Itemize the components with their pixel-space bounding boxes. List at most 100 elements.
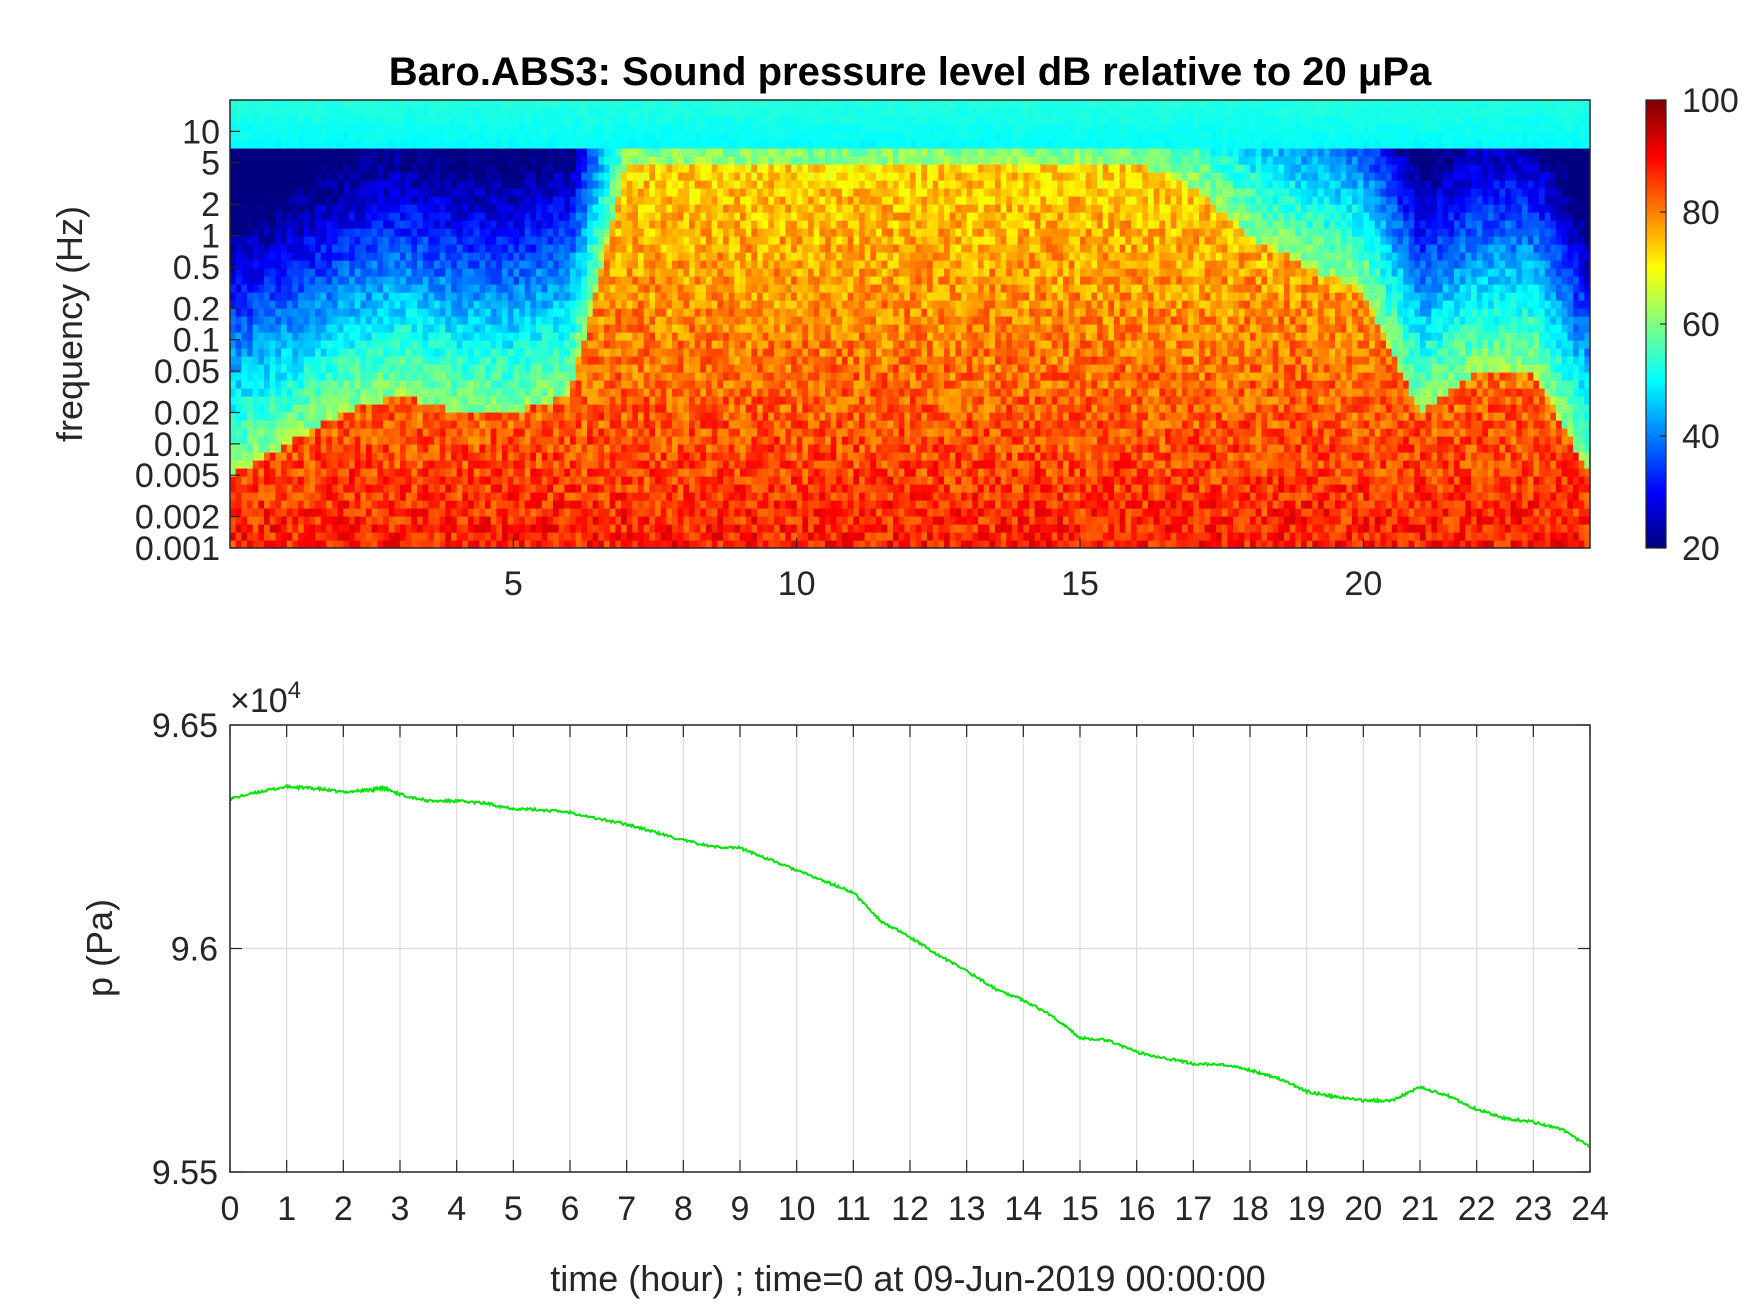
- heatmap-cell: [258, 444, 265, 453]
- heatmap-cell: [553, 356, 560, 365]
- heatmap-cell: [258, 300, 265, 309]
- heatmap-cell: [315, 108, 322, 117]
- heatmap-cell: [581, 428, 588, 437]
- heatmap-cell: [264, 436, 271, 445]
- heatmap-cell: [383, 332, 390, 341]
- heatmap-cell: [604, 444, 611, 453]
- heatmap-cell: [655, 428, 662, 437]
- heatmap-cell: [275, 460, 282, 469]
- heatmap-cell: [264, 300, 271, 309]
- heatmap-cell: [723, 420, 730, 429]
- heatmap-cell: [434, 196, 441, 205]
- heatmap-cell: [456, 468, 463, 477]
- heatmap-cell: [706, 276, 713, 285]
- heatmap-cell: [530, 508, 537, 517]
- heatmap-cell: [417, 364, 424, 373]
- heatmap-cell: [428, 484, 435, 493]
- heatmap-cell: [286, 340, 293, 349]
- heatmap-cell: [337, 188, 344, 197]
- heatmap-cell: [275, 140, 282, 149]
- heatmap-cell: [547, 308, 554, 317]
- heatmap-cell: [360, 428, 367, 437]
- heatmap-cell: [388, 212, 395, 221]
- heatmap-cell: [366, 228, 373, 237]
- heatmap-cell: [592, 420, 599, 429]
- heatmap-cell: [536, 484, 543, 493]
- heatmap-cell: [428, 108, 435, 117]
- heatmap-cell: [337, 324, 344, 333]
- heatmap-cell: [604, 356, 611, 365]
- heatmap-cell: [638, 508, 645, 517]
- heatmap-cell: [485, 484, 492, 493]
- heatmap-cell: [700, 292, 707, 301]
- heatmap-cell: [303, 428, 310, 437]
- heatmap-cell: [411, 492, 418, 501]
- heatmap-cell: [388, 292, 395, 301]
- heatmap-cell: [524, 484, 531, 493]
- heatmap-cell: [400, 172, 407, 181]
- heatmap-cell: [513, 380, 520, 389]
- heatmap-cell: [445, 252, 452, 261]
- heatmap-cell: [326, 468, 333, 477]
- heatmap-cell: [643, 492, 650, 501]
- heatmap-cell: [422, 244, 429, 253]
- heatmap-cell: [241, 156, 248, 165]
- heatmap-cell: [383, 476, 390, 485]
- heatmap-cell: [468, 252, 475, 261]
- heatmap-cell: [383, 524, 390, 533]
- heatmap-cell: [711, 540, 718, 548]
- heatmap-cell: [371, 132, 378, 141]
- heatmap-cell: [298, 332, 305, 341]
- heatmap-cell: [672, 540, 679, 548]
- heatmap-cell: [507, 436, 514, 445]
- heatmap-cell: [609, 180, 616, 189]
- heatmap-cell: [258, 164, 265, 173]
- heatmap-cell: [445, 444, 452, 453]
- heatmap-cell: [536, 140, 543, 149]
- heatmap-cell: [405, 140, 412, 149]
- heatmap-cell: [609, 228, 616, 237]
- heatmap-cell: [626, 196, 633, 205]
- heatmap-cell: [241, 180, 248, 189]
- heatmap-cell: [411, 116, 418, 125]
- heatmap-cell: [513, 116, 520, 125]
- heatmap-cell: [649, 164, 656, 173]
- heatmap-cell: [451, 132, 458, 141]
- heatmap-cell: [235, 468, 242, 477]
- heatmap-cell: [309, 228, 316, 237]
- heatmap-cell: [683, 468, 690, 477]
- heatmap-cell: [315, 324, 322, 333]
- heatmap-cell: [292, 460, 299, 469]
- heatmap-cell: [723, 236, 730, 245]
- heatmap-cell: [354, 244, 361, 253]
- heatmap-cell: [456, 452, 463, 461]
- heatmap-cell: [558, 524, 565, 533]
- heatmap-cell: [547, 372, 554, 381]
- heatmap-cell: [706, 332, 713, 341]
- heatmap-cell: [524, 372, 531, 381]
- heatmap-cell: [689, 356, 696, 365]
- heatmap-cell: [536, 436, 543, 445]
- heatmap-cell: [587, 452, 594, 461]
- heatmap-cell: [660, 404, 667, 413]
- heatmap-cell: [411, 212, 418, 221]
- heatmap-cell: [638, 116, 645, 125]
- heatmap-cell: [479, 460, 486, 469]
- heatmap-cell: [451, 268, 458, 277]
- heatmap-cell: [524, 436, 531, 445]
- heatmap-cell: [298, 500, 305, 509]
- heatmap-cell: [485, 476, 492, 485]
- heatmap-cell: [343, 308, 350, 317]
- heatmap-cell: [649, 244, 656, 253]
- heatmap-cell: [524, 236, 531, 245]
- heatmap-cell: [581, 268, 588, 277]
- heatmap-cell: [638, 516, 645, 525]
- heatmap-cell: [485, 100, 492, 109]
- heatmap-cell: [445, 172, 452, 181]
- heatmap-cell: [621, 532, 628, 541]
- heatmap-cell: [354, 196, 361, 205]
- heatmap-cell: [258, 172, 265, 181]
- heatmap-cell: [383, 348, 390, 357]
- heatmap-cell: [632, 532, 639, 541]
- heatmap-cell: [655, 356, 662, 365]
